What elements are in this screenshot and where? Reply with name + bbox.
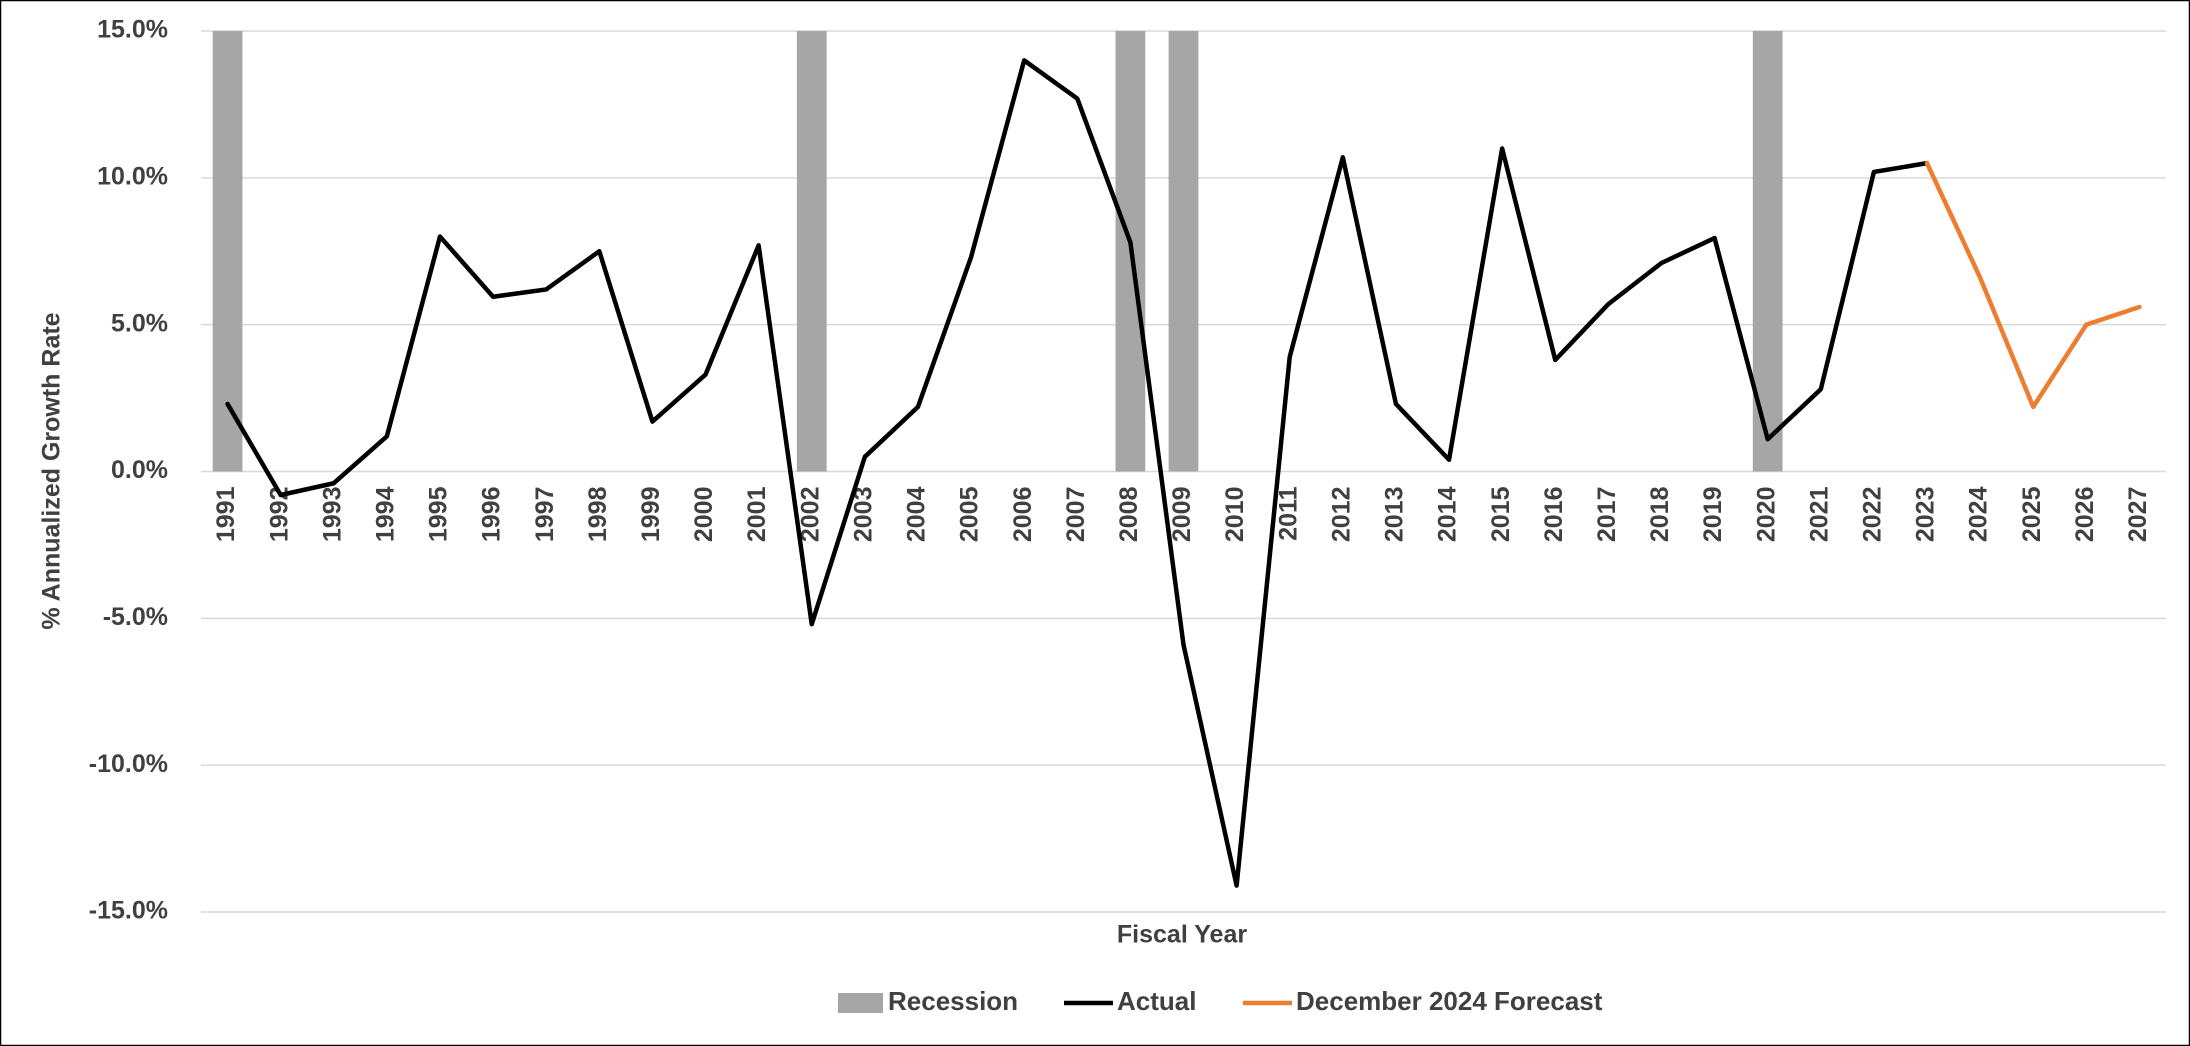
x-tick-label: 2008 xyxy=(1115,486,1143,542)
x-tick-label: 2020 xyxy=(1752,487,1780,543)
x-axis-title: Fiscal Year xyxy=(1117,921,1247,949)
x-tick-label: 2027 xyxy=(2124,487,2152,543)
recession-bar xyxy=(212,31,243,472)
x-tick-labels: 1991 1992 1993 1994 1995 1996 1997 1998 1999 2000… xyxy=(212,486,2152,542)
legend-label: Recession xyxy=(888,986,1018,1016)
x-tick-label: 1994 xyxy=(371,486,399,542)
legend-label: December 2024 Forecast xyxy=(1296,986,1603,1016)
y-tick-label: -15.0% xyxy=(89,897,168,925)
y-tick-label: -10.0% xyxy=(89,750,168,778)
x-tick-label: 2019 xyxy=(1699,487,1727,543)
x-tick-label: 2016 xyxy=(1540,487,1568,543)
x-tick-label: 2022 xyxy=(1859,487,1887,543)
x-tick-label: 1998 xyxy=(584,486,612,542)
x-tick-label: 2013 xyxy=(1381,487,1409,543)
x-tick-label: 2001 xyxy=(743,486,771,542)
x-tick-label: 1999 xyxy=(637,487,665,543)
x-tick-label: 2007 xyxy=(1062,487,1090,543)
series-line xyxy=(225,58,1930,888)
lines xyxy=(225,58,2142,888)
x-tick-label: 2023 xyxy=(1912,487,1940,543)
recession-bar xyxy=(796,31,827,472)
x-tick-label: 2012 xyxy=(1327,487,1355,543)
x-tick-label: 2014 xyxy=(1434,486,1462,542)
x-tick-label: 2010 xyxy=(1221,487,1249,543)
y-tick-labels: -15.0% -10.0% -5.0% 0.0% 5.0% 10.0% 15.0% xyxy=(89,16,168,925)
y-tick-label: -5.0% xyxy=(103,603,168,631)
x-tick-label: 1995 xyxy=(425,486,453,542)
x-tick-label: 1991 xyxy=(212,486,240,542)
x-tick-label: 2017 xyxy=(1593,487,1621,543)
y-tick-label: 5.0% xyxy=(111,309,168,337)
x-tick-label: 2009 xyxy=(1168,487,1196,543)
x-tick-label: 2004 xyxy=(903,486,931,542)
series-line xyxy=(1924,160,2142,410)
x-tick-label: 2026 xyxy=(2071,487,2099,543)
x-tick-label: 1993 xyxy=(318,487,346,543)
x-tick-label: 2018 xyxy=(1646,486,1674,542)
y-axis-title: % Annualized Growth Rate xyxy=(38,312,66,629)
legend-label: Actual xyxy=(1117,986,1196,1016)
recession-bar xyxy=(1168,31,1199,472)
x-tick-label: 2000 xyxy=(690,487,718,543)
x-tick-label: 1996 xyxy=(478,487,506,543)
y-tick-label: 0.0% xyxy=(111,456,168,484)
x-tick-label: 2005 xyxy=(956,486,984,542)
x-tick-label: 1997 xyxy=(531,487,559,543)
y-tick-label: 15.0% xyxy=(97,16,168,44)
bars xyxy=(212,31,1783,472)
x-tick-label: 2024 xyxy=(1965,486,1993,542)
x-tick-label: 2015 xyxy=(1487,486,1515,542)
y-tick-label: 10.0% xyxy=(97,162,168,190)
x-tick-label: 2011 xyxy=(1274,486,1302,540)
legend-swatch xyxy=(838,993,883,1013)
legend: Recession Actual December 2024 Forecast xyxy=(838,986,1603,1016)
x-tick-label: 2006 xyxy=(1009,487,1037,543)
x-tick-label: 2025 xyxy=(2018,486,2046,542)
x-tick-label: 2021 xyxy=(1805,486,1833,542)
